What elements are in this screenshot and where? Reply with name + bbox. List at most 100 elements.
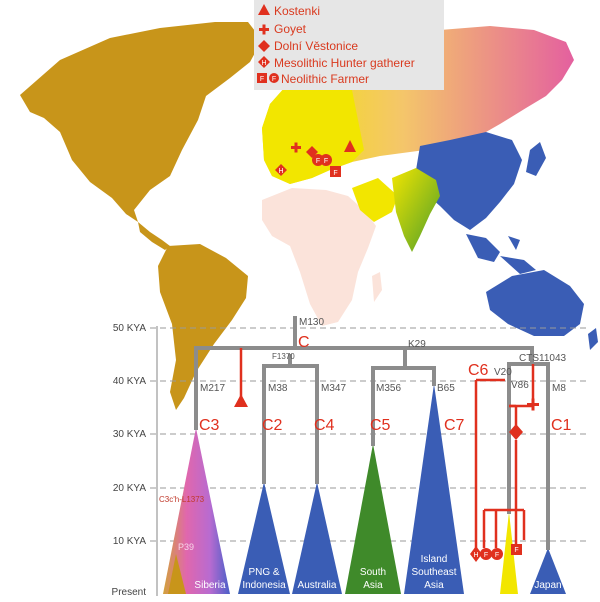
region-label-australia: Australia: [298, 580, 337, 591]
svg-text:F: F: [324, 158, 328, 165]
svg-text:F: F: [484, 552, 488, 559]
legend: Kostenki Goyet Dolní Věstonice H Mesolit…: [254, 0, 444, 90]
region-label-south-asia-line1: South: [360, 567, 386, 578]
south-asia-region: [392, 168, 440, 252]
clade-triangles: [163, 384, 566, 594]
axis-label-30kya: 30 KYA: [113, 429, 146, 440]
svg-text:F: F: [514, 547, 518, 554]
legend-label-dolni-vestonice: Dolní Věstonice: [274, 39, 358, 53]
clade-label-c7: C7: [444, 417, 465, 434]
hunter-gatherer-tree-marker: H: [470, 546, 482, 562]
legend-panel: [254, 0, 444, 90]
madagascar-landmass: [372, 272, 382, 302]
goyet-legend-icon: [259, 24, 269, 35]
legend-label-hunter-gatherer: Mesolithic Hunter gatherer: [274, 56, 415, 70]
mutation-v20: V20: [494, 367, 512, 378]
mutation-m8: M8: [552, 383, 566, 394]
farmer-tree-marker-1: F: [480, 548, 492, 560]
mutation-f1370: F1370: [272, 352, 295, 361]
c6-yellow-triangle: [500, 512, 518, 594]
mutation-p39: P39: [178, 542, 194, 552]
farmer-tree-marker-3: F: [511, 544, 522, 555]
kostenki-tree-marker: [234, 394, 248, 407]
kostenki-map-marker: [344, 140, 356, 152]
c3-triangle: [163, 428, 230, 594]
region-label-isea-line1: Island: [421, 554, 448, 565]
ancient-lineages: [239, 348, 535, 548]
farmer-map-marker-pair: F F: [312, 154, 332, 166]
kostenki-legend-icon: [258, 4, 270, 15]
goyet-tree-marker: [527, 398, 539, 411]
svg-text:H: H: [278, 168, 283, 175]
mutation-m217: M217: [200, 383, 225, 394]
africa-landmass: [262, 188, 376, 326]
diamond-legend-icon: [258, 40, 270, 52]
legend-label-kostenki: Kostenki: [274, 4, 320, 18]
hunter-gatherer-map-marker: H: [275, 164, 287, 176]
mutation-b65: B65: [437, 383, 455, 394]
mutation-k29: K29: [408, 339, 426, 350]
dolni-vestonice-tree-marker: [509, 424, 523, 440]
c1-triangle: [530, 548, 566, 594]
region-label-png-line1: PNG &: [248, 567, 279, 578]
mutation-m347: M347: [321, 383, 346, 394]
farmer-legend-icons: F F: [257, 73, 279, 83]
clade-label-c2: C2: [262, 417, 283, 434]
clade-label-c1: C1: [551, 417, 572, 434]
farmer-map-marker: F: [330, 166, 341, 177]
clade-label-c: C: [298, 334, 310, 351]
region-label-japan: Japan: [534, 580, 561, 591]
southeast-asia-islands: [466, 234, 536, 274]
mutation-m356: M356: [376, 383, 401, 394]
east-asia-region: [416, 132, 522, 230]
mutation-l1373: C3c'h-L1373: [159, 495, 205, 504]
north-america-landmass: [20, 22, 262, 222]
axis-label-10kya: 10 KYA: [113, 536, 146, 547]
map-markers: H F F F: [275, 140, 356, 177]
svg-text:F: F: [316, 158, 320, 165]
axis-label-50kya: 50 KYA: [113, 323, 146, 334]
farmer-tree-marker-2: F: [491, 548, 503, 560]
svg-text:F: F: [495, 552, 499, 559]
goyet-map-marker: [291, 142, 301, 153]
clade-label-c4: C4: [314, 417, 335, 434]
britain-landmass: [268, 96, 284, 122]
c2-triangle: [238, 482, 290, 594]
axis-label-20kya: 20 KYA: [113, 483, 146, 494]
mutation-m130: M130: [299, 317, 324, 328]
region-label-isea-line3: Asia: [424, 580, 444, 591]
c4-triangle: [292, 482, 342, 594]
europe-region: [262, 60, 364, 184]
australia-landmass: [486, 270, 584, 336]
c5-triangle: [345, 444, 401, 594]
svg-text:H: H: [261, 60, 266, 67]
legend-label-goyet: Goyet: [274, 22, 307, 36]
svg-text:F: F: [333, 170, 337, 177]
svg-text:H: H: [473, 552, 478, 559]
p39-triangle: [168, 554, 186, 594]
new-zealand-landmass: [588, 328, 598, 350]
c7-triangle: [404, 384, 464, 594]
clade-label-c6: C6: [468, 362, 489, 379]
svg-text:F: F: [260, 76, 264, 83]
mutation-cts11043: CTS11043: [519, 353, 567, 364]
axis-label-present: Present: [112, 587, 147, 598]
clade-label-c5: C5: [370, 417, 391, 434]
legend-label-neolithic-farmer: Neolithic Farmer: [281, 72, 369, 86]
mutation-m38: M38: [268, 383, 288, 394]
clade-label-c3: C3: [199, 417, 220, 434]
tree-branches: [194, 316, 550, 550]
central-america-landmass: [138, 222, 170, 250]
hunter-legend-icon: H: [258, 56, 270, 68]
arabia-landmass: [352, 178, 398, 222]
axis-label-40kya: 40 KYA: [113, 376, 146, 387]
south-america-landmass: [158, 244, 248, 410]
phylogeny: 50 KYA 40 KYA 30 KYA 20 KYA 10 KYA Prese…: [112, 316, 590, 598]
region-label-siberia: Siberia: [194, 580, 226, 591]
mutation-v86: V86: [511, 380, 529, 391]
region-label-isea-line2: Southeast: [411, 567, 456, 578]
region-label-south-asia-line2: Asia: [363, 580, 383, 591]
region-label-png-line2: Indonesia: [242, 580, 286, 591]
